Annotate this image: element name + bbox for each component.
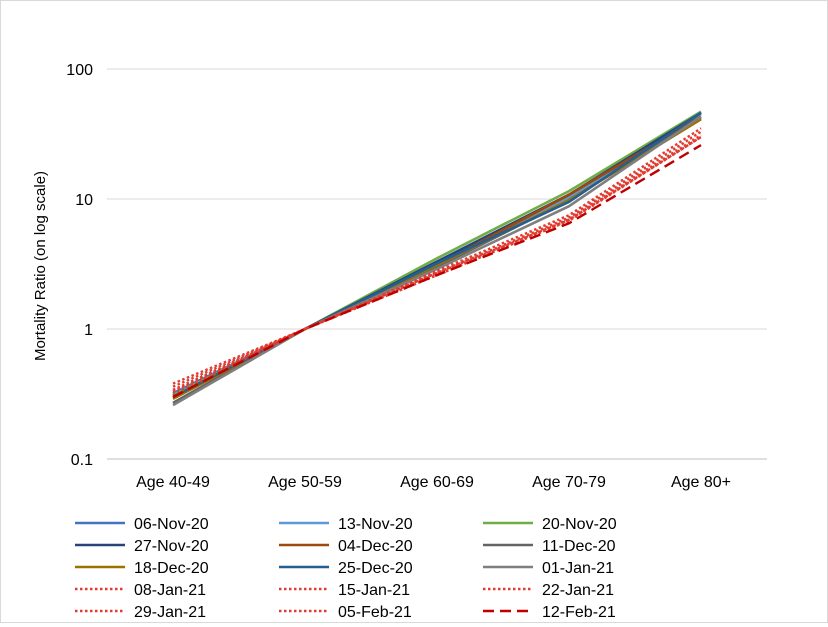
legend-item: 08-Jan-21 [75,582,206,599]
y-axis-title: Mortality Ratio (on log scale) [32,171,49,361]
legend-item: 20-Nov-20 [483,516,617,533]
y-tick-label: 100 [66,62,93,79]
legend-item: 01-Jan-21 [483,560,614,577]
legend-label: 18-Dec-20 [134,560,209,577]
legend-label: 20-Nov-20 [542,516,617,533]
y-axis-ticks: 0.1 1 10 100 [66,62,93,469]
legend-label: 27-Nov-20 [134,538,209,555]
series-line [172,135,702,393]
y-tick-label: 1 [84,322,93,339]
series-lines [172,110,702,407]
legend-label: 04-Dec-20 [338,538,413,555]
legend-label: 25-Dec-20 [338,560,413,577]
x-tick-label: Age 70-79 [532,474,606,491]
series-line [172,111,702,399]
legend-item: 27-Nov-20 [75,538,209,555]
x-axis-ticks: Age 40-49 Age 50-59 Age 60-69 Age 70-79 Age … [136,474,731,491]
legend-label: 05-Feb-21 [338,604,412,621]
y-tick-label: 10 [75,192,93,209]
series-line [172,130,702,388]
legend-item: 06-Nov-20 [75,516,209,533]
series-line [172,115,702,407]
legend-label: 08-Jan-21 [134,582,206,599]
legend-item: 04-Dec-20 [279,538,413,555]
series-line [172,144,702,399]
gridlines [107,68,767,330]
legend-item: 11-Dec-20 [483,538,616,555]
legend-item: 05-Feb-21 [279,604,412,621]
legend: 06-Nov-20 13-Nov-20 20-Nov-20 27-Nov-20 04-D… [75,516,617,621]
x-tick-label: Age 50-59 [268,474,342,491]
legend-item: 13-Nov-20 [279,516,413,533]
legend-label: 22-Jan-21 [542,582,614,599]
legend-label: 13-Nov-20 [338,516,413,533]
legend-label: 29-Jan-21 [134,604,206,621]
legend-label: 01-Jan-21 [542,560,614,577]
legend-item: 12-Feb-21 [483,604,616,621]
legend-item: 25-Dec-20 [279,560,413,577]
legend-label: 11-Dec-20 [542,538,616,555]
legend-item: 22-Jan-21 [483,582,614,599]
legend-item: 15-Jan-21 [279,582,410,599]
x-tick-label: Age 60-69 [400,474,474,491]
legend-label: 12-Feb-21 [542,604,616,621]
legend-item: 29-Jan-21 [75,604,206,621]
legend-label: 06-Nov-20 [134,516,209,533]
x-tick-label: Age 80+ [671,474,731,491]
x-tick-label: Age 40-49 [136,474,210,491]
y-tick-label: 0.1 [71,452,93,469]
legend-label: 15-Jan-21 [338,582,410,599]
legend-item: 18-Dec-20 [75,560,209,577]
